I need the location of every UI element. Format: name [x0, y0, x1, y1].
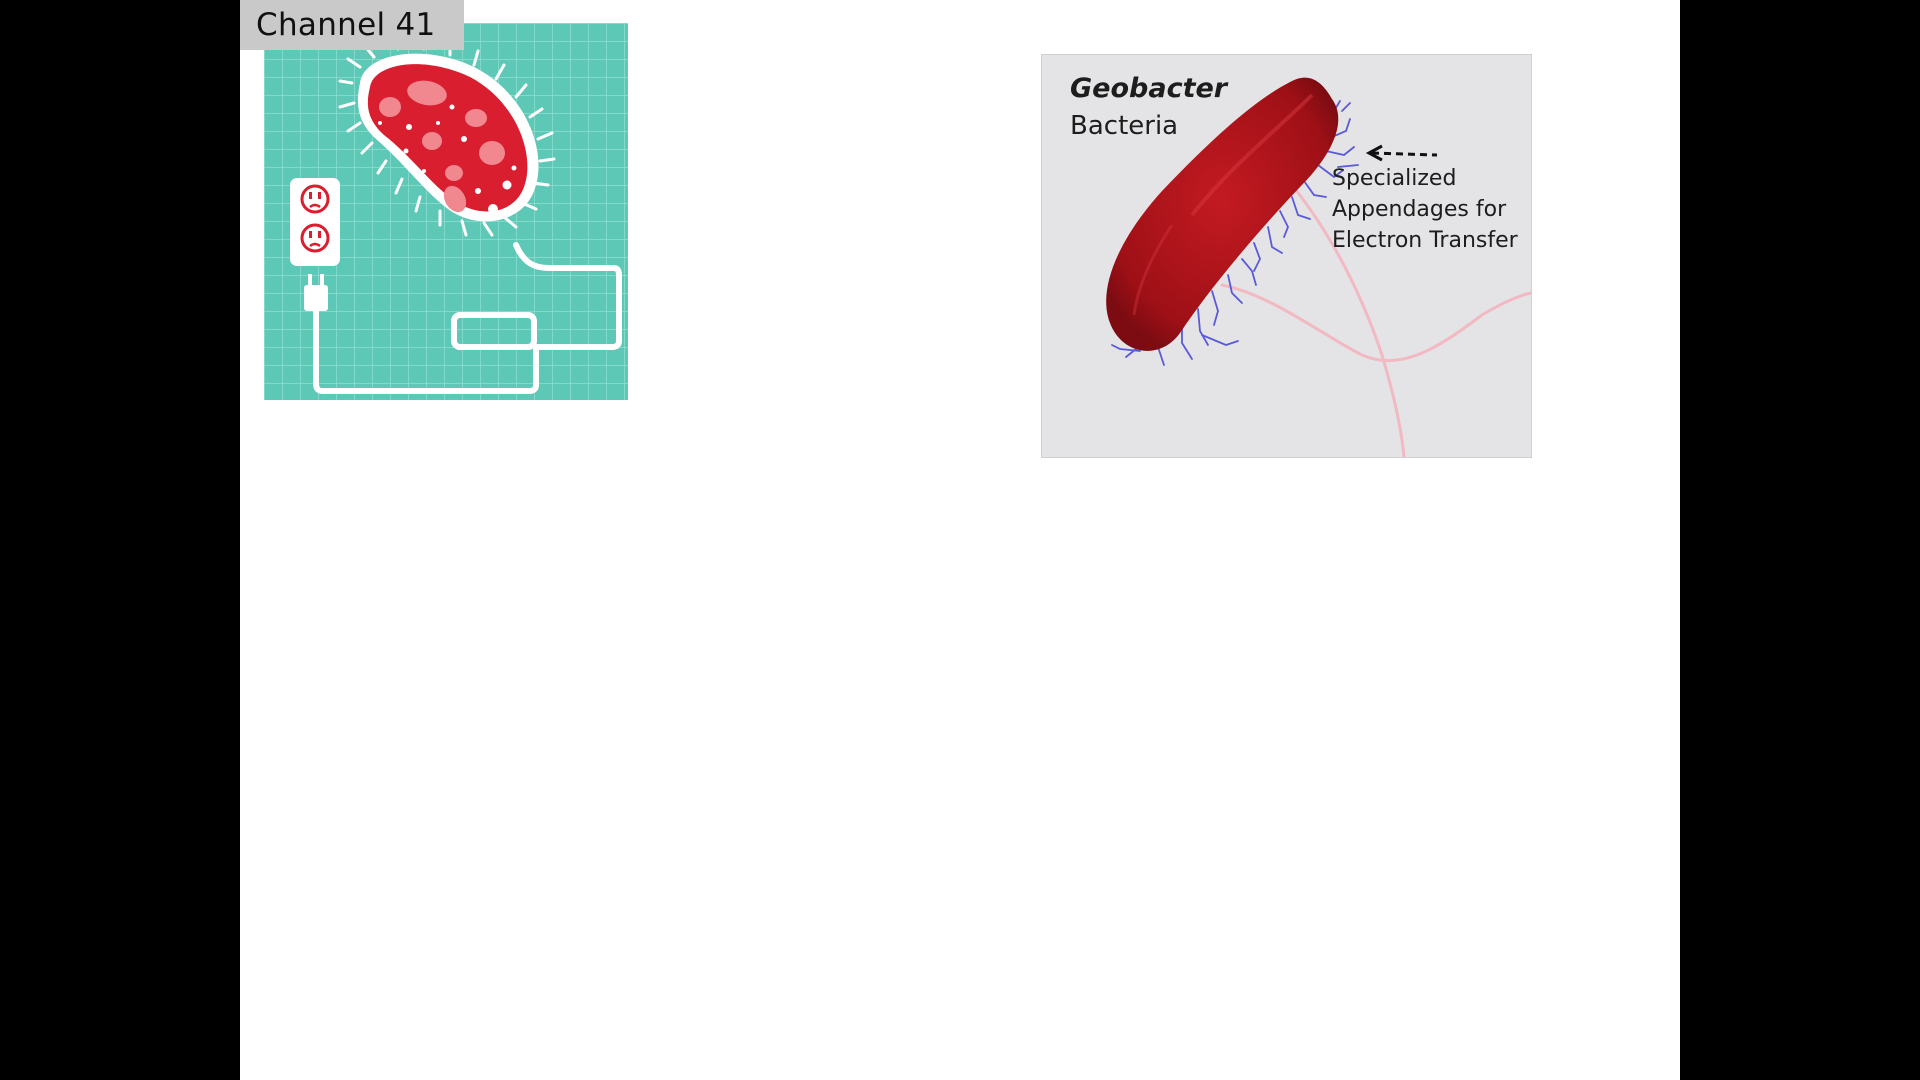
slide: Channel 41 [240, 0, 1680, 1080]
annotation-line: Specialized [1332, 163, 1518, 194]
geobacter-illustration: Geobacter Bacteria Specialized Appendage… [1041, 54, 1532, 458]
electric-bacterium-icon [264, 23, 628, 400]
annotation-line: Electron Transfer [1332, 225, 1518, 256]
appendage-annotation: Specialized Appendages for Electron Tran… [1332, 163, 1518, 256]
channel-tag: Channel 41 [240, 0, 464, 50]
annotation-line: Appendages for [1332, 194, 1518, 225]
channel-tag-label: Channel 41 [240, 7, 436, 43]
geobacter-title: Geobacter [1070, 73, 1227, 104]
geobacter-subtitle: Bacteria [1070, 111, 1178, 141]
bacterium-power-illustration [264, 23, 628, 400]
